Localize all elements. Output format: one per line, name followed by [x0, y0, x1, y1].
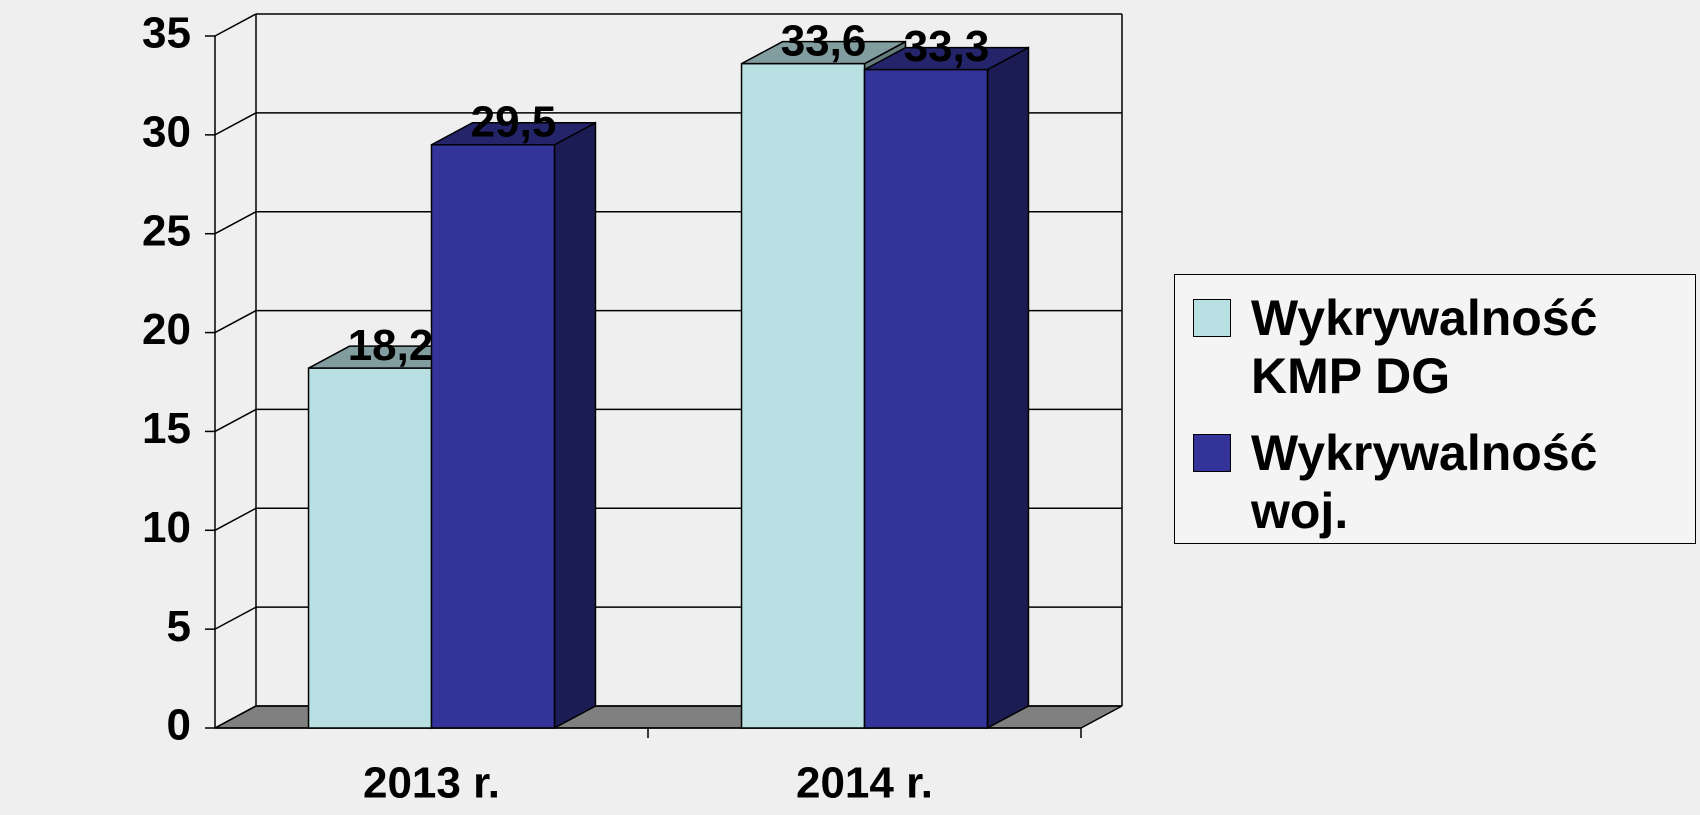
value-label: 33,6	[781, 16, 867, 65]
y-tick-label: 25	[142, 206, 191, 255]
legend-item: Wykrywalność KMP DG	[1193, 289, 1671, 405]
legend-label: Wykrywalność KMP DG	[1251, 290, 1598, 404]
legend-label: Wykrywalność woj.	[1251, 425, 1598, 539]
legend-swatch	[1193, 434, 1231, 472]
y-tick-label: 20	[142, 305, 191, 354]
side-grid-line	[214, 705, 257, 729]
y-tick-label: 35	[142, 9, 191, 58]
side-grid-line	[214, 309, 257, 334]
y-tick-label: 15	[142, 404, 191, 453]
legend: Wykrywalność KMP DG Wykrywalność woj.	[1174, 274, 1696, 544]
side-grid-line	[214, 408, 257, 433]
side-grid-line	[214, 606, 257, 630]
bar	[740, 62, 866, 729]
legend-swatch	[1193, 299, 1231, 337]
bar	[430, 143, 556, 729]
x-tick-label: 2014 r.	[796, 759, 933, 808]
y-tick-label: 30	[142, 107, 191, 156]
value-label: 29,5	[471, 97, 557, 146]
y-tick-label: 0	[167, 701, 191, 750]
bar	[307, 367, 433, 729]
side-grid-line	[214, 211, 257, 235]
bar-side	[553, 121, 597, 730]
side-grid-line	[214, 112, 257, 136]
side-grid-line	[214, 13, 257, 37]
y-tick-label: 10	[142, 503, 191, 552]
x-tick-label: 2013 r.	[363, 759, 500, 808]
bar	[863, 68, 989, 729]
y-tick-label: 5	[167, 602, 191, 651]
side-grid-line	[214, 507, 257, 531]
value-label: 33,3	[904, 22, 990, 71]
value-label: 18,2	[348, 321, 434, 370]
legend-item: Wykrywalność woj.	[1193, 424, 1671, 540]
bar-side	[986, 46, 1030, 730]
